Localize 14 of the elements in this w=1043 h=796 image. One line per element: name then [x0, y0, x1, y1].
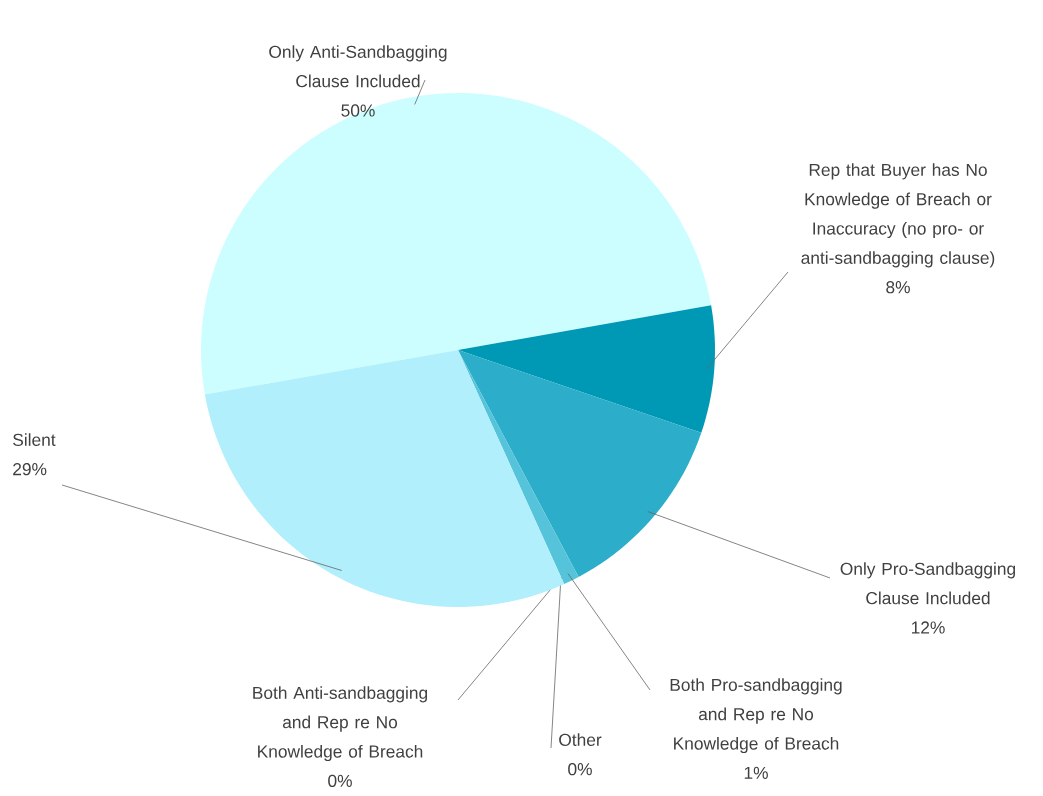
category-label: Other	[559, 733, 602, 746]
data-label: 50%	[341, 104, 375, 117]
slice-label: Silent	[13, 433, 56, 446]
text: 0%	[568, 763, 592, 776]
slice-label: Only Anti-Sandbagging Clause Included	[269, 45, 447, 88]
slice-label: Rep that Buyer has No Knowledge of Breach or Inaccuracy (no pro- or anti-sandbagging clause)	[801, 163, 995, 268]
data-label: 29%	[13, 463, 47, 476]
slice-label: Only Pro-Sandbagging Clause Included	[840, 562, 1016, 605]
data-label: 12%	[911, 621, 945, 634]
slice-label: Both Pro-sandbagging and Rep re No Knowledge of Breach	[670, 678, 842, 754]
data-label: 8%	[886, 281, 910, 294]
category-label: Both Anti-sandbagging and Rep re No Knowledge of Breach	[253, 686, 428, 762]
text: 0%	[328, 774, 352, 787]
data-label: 1%	[744, 766, 768, 779]
